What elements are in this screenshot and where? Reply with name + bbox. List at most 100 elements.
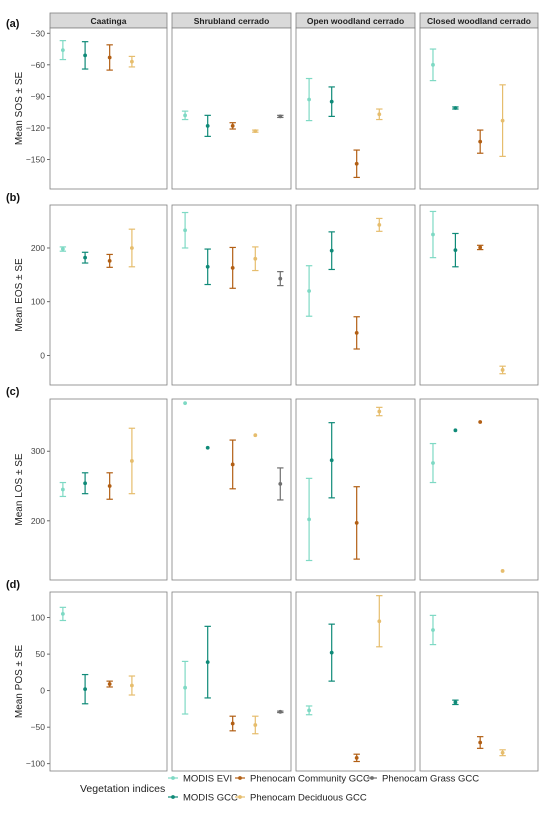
mean-point-phenocam-community-gcc [107, 484, 112, 488]
y-tick-label: −120 [26, 123, 45, 133]
y-tick-label: −150 [26, 155, 45, 165]
mean-point-phenocam-community-gcc [230, 721, 235, 726]
legend-item-label: Phenocam Community GCC [250, 774, 370, 785]
mean-point-phenocam-grass-gcc [278, 114, 283, 119]
mean-point-phenocam-community-gcc [478, 740, 483, 745]
mean-point-phenocam-deciduous-gcc [130, 459, 134, 463]
legend-item-label: Phenocam Deciduous GCC [250, 793, 367, 804]
y-axis-label: Mean SOS ± SE [14, 72, 25, 146]
y-tick-label: 200 [31, 516, 45, 526]
panel-frame [171, 398, 292, 581]
mean-point-phenocam-deciduous-gcc [500, 569, 505, 573]
y-axis-label: Mean LOS ± SE [14, 453, 25, 526]
mean-point-modis-gcc [453, 428, 458, 433]
mean-point-modis-gcc [329, 458, 334, 463]
mean-point-modis-evi [431, 628, 435, 632]
mean-point-modis-evi [307, 708, 311, 713]
mean-point-modis-evi [307, 97, 311, 102]
y-tick-label: 50 [36, 649, 46, 659]
facet-strip-label: Caatinga [91, 16, 127, 26]
mean-point-modis-evi [431, 232, 435, 237]
y-tick-label: −60 [31, 60, 46, 70]
legend: Vegetation indices MODIS EVI Phenocam Com… [80, 774, 479, 804]
legend-item-label: Phenocam Grass GCC [382, 774, 479, 785]
mean-point-modis-evi [183, 113, 187, 118]
panel-frame [171, 204, 292, 386]
panel-frame [49, 27, 168, 190]
legend-key-point [370, 776, 374, 780]
legend-key-point [171, 795, 175, 799]
mean-point-modis-evi [60, 487, 65, 492]
facet-strip-label: Closed woodland cerrado [427, 16, 531, 26]
mean-point-modis-gcc [329, 248, 334, 253]
mean-point-phenocam-deciduous-gcc [253, 256, 258, 261]
mean-point-phenocam-community-gcc [478, 420, 483, 424]
mean-point-modis-evi [431, 62, 435, 67]
mean-point-phenocam-deciduous-gcc [253, 723, 258, 727]
mean-point-phenocam-deciduous-gcc [500, 750, 505, 755]
y-tick-label: −100 [26, 759, 45, 769]
mean-point-phenocam-community-gcc [354, 161, 359, 166]
facet-strip-label: Shrubland cerrado [194, 16, 270, 26]
mean-point-modis-gcc [329, 99, 334, 104]
mean-point-modis-gcc [329, 650, 334, 655]
mean-point-phenocam-community-gcc [230, 462, 235, 467]
y-tick-label: −50 [31, 722, 46, 732]
mean-point-modis-evi [60, 612, 65, 616]
mean-point-phenocam-community-gcc [107, 682, 112, 686]
mean-point-modis-evi [431, 461, 435, 465]
mean-point-phenocam-deciduous-gcc [377, 112, 382, 117]
mean-point-phenocam-grass-gcc [278, 709, 283, 714]
mean-point-modis-gcc [83, 255, 87, 260]
mean-point-phenocam-deciduous-gcc [377, 619, 382, 624]
mean-point-modis-evi [60, 48, 65, 52]
mean-point-phenocam-deciduous-gcc [500, 118, 505, 123]
mean-point-modis-evi [307, 289, 311, 293]
panel-frame [171, 591, 292, 772]
panel-frame [419, 27, 539, 190]
mean-point-modis-gcc [453, 106, 458, 110]
mean-point-modis-evi [60, 247, 65, 251]
panel-frame [49, 204, 168, 386]
mean-point-modis-gcc [453, 700, 458, 705]
mean-point-phenocam-deciduous-gcc [253, 129, 258, 134]
panel-frame [419, 591, 539, 772]
mean-point-phenocam-community-gcc [354, 521, 359, 525]
mean-point-phenocam-deciduous-gcc [253, 433, 258, 438]
panels-layer: Caatinga Shrubland cerrado Open woodland c… [6, 12, 539, 772]
y-tick-label: −90 [31, 91, 46, 101]
mean-point-modis-gcc [205, 445, 210, 450]
panel-frame [419, 204, 539, 386]
mean-point-phenocam-community-gcc [230, 123, 235, 128]
panel-frame [49, 398, 168, 581]
mean-point-phenocam-deciduous-gcc [377, 222, 382, 227]
y-tick-label: 100 [31, 297, 45, 307]
mean-point-modis-gcc [453, 248, 458, 253]
mean-point-phenocam-community-gcc [230, 265, 235, 270]
mean-point-modis-evi [183, 401, 187, 406]
legend-title: Vegetation indices [80, 783, 165, 795]
facet-strip-label: Open woodland cerrado [307, 16, 404, 26]
mean-point-modis-gcc [83, 481, 87, 486]
mean-point-phenocam-community-gcc [354, 330, 359, 335]
panel-frame [295, 204, 416, 386]
mean-point-phenocam-deciduous-gcc [500, 368, 505, 372]
y-tick-label: 0 [40, 350, 45, 360]
mean-point-modis-evi [307, 517, 311, 522]
row-tag: (c) [6, 386, 20, 398]
row-tag: (b) [6, 192, 20, 204]
panel-frame [295, 27, 416, 190]
panel-frame [171, 27, 292, 190]
mean-point-modis-gcc [205, 123, 210, 128]
mean-point-phenocam-community-gcc [478, 245, 483, 250]
mean-point-modis-gcc [83, 53, 87, 58]
mean-point-modis-gcc [205, 264, 210, 269]
mean-point-phenocam-community-gcc [107, 55, 112, 60]
legend-key-point [238, 795, 242, 799]
mean-point-modis-evi [183, 685, 187, 690]
mean-point-phenocam-grass-gcc [278, 482, 283, 486]
legend-item-label: MODIS EVI [183, 774, 232, 785]
row-tag: (d) [6, 579, 20, 591]
mean-point-phenocam-grass-gcc [278, 276, 283, 281]
y-tick-label: 100 [31, 613, 45, 623]
